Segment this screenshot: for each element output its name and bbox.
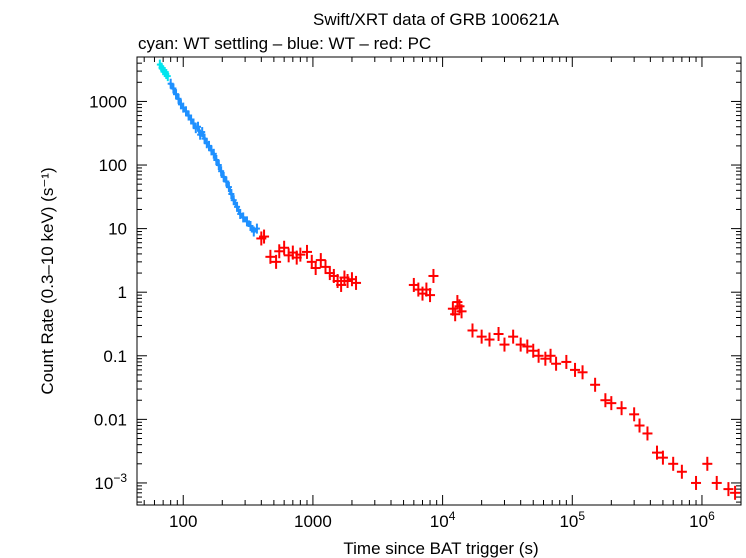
data-point	[476, 329, 487, 344]
data-point	[634, 418, 645, 433]
data-point	[265, 249, 276, 264]
data-point	[561, 354, 572, 369]
data-point	[540, 351, 551, 366]
data-point	[499, 337, 510, 352]
data-point	[271, 254, 282, 269]
data-point	[522, 339, 533, 354]
data-point	[616, 401, 627, 416]
data-point	[467, 323, 478, 338]
y-tick-label: 1000	[89, 92, 127, 111]
data-point	[351, 275, 362, 290]
x-tick-label: 1000	[294, 512, 332, 531]
y-axis-label: Count Rate (0.3–10 keV) (s⁻¹)	[38, 167, 57, 394]
x-tick-label: 104	[430, 509, 456, 531]
x-tick-label: 106	[689, 509, 715, 531]
y-tick-label: 1	[118, 283, 127, 302]
data-point	[629, 407, 640, 422]
data-point	[577, 365, 588, 380]
data-point	[425, 288, 436, 303]
y-tick-label: 0.01	[94, 410, 127, 429]
data-point	[259, 229, 270, 244]
data-point	[551, 356, 562, 371]
y-tick-label: 10	[108, 220, 127, 239]
data-point	[310, 261, 321, 276]
y-tick-label: 10−3	[94, 471, 127, 493]
data-point	[570, 362, 581, 377]
data-point	[676, 464, 687, 479]
series-pc	[256, 229, 741, 500]
data-point	[702, 456, 713, 471]
data-point	[301, 244, 312, 259]
series-wt-settling	[156, 59, 171, 82]
data-point	[336, 277, 347, 292]
chart-subtitle: cyan: WT settling – blue: WT – red: PC	[138, 34, 431, 53]
y-tick-label: 100	[99, 156, 127, 175]
data-point	[493, 327, 504, 342]
x-axis-label: Time since BAT trigger (s)	[343, 539, 538, 558]
data-point	[456, 304, 467, 319]
data-point	[315, 253, 326, 268]
data-point	[600, 393, 611, 408]
plot-frame	[136, 56, 742, 506]
data-point	[606, 396, 617, 411]
x-tick-label: 105	[559, 509, 585, 531]
plot-area: 100 1000 104 105 106 1000 100 10 1 0.1 0.01 10−3	[89, 56, 742, 531]
data-point	[484, 332, 495, 347]
data-point	[651, 445, 662, 460]
data-point	[723, 482, 734, 497]
data-point	[450, 307, 461, 322]
data-point	[730, 485, 741, 500]
data-point	[590, 377, 601, 392]
data-point	[533, 348, 544, 363]
data-point	[668, 456, 679, 471]
data-point	[295, 247, 306, 262]
data-point	[545, 348, 556, 363]
data-point	[691, 475, 702, 490]
data-point	[508, 329, 519, 344]
data-point	[342, 274, 353, 288]
data-point	[428, 268, 439, 283]
data-point	[642, 426, 653, 441]
data-point	[657, 450, 668, 465]
data-points	[156, 59, 741, 500]
series-segment	[252, 227, 259, 234]
x-tick-label: 100	[169, 512, 197, 531]
data-point	[515, 337, 526, 352]
y-tick-label: 0.1	[103, 347, 127, 366]
data-point	[711, 475, 722, 490]
data-point	[279, 240, 290, 255]
data-point	[528, 343, 539, 358]
series-wt	[167, 78, 260, 237]
chart-title: Swift/XRT data of GRB 100621A	[313, 10, 560, 29]
data-point	[274, 244, 285, 259]
data-point	[320, 259, 331, 274]
series-segment	[164, 72, 170, 78]
